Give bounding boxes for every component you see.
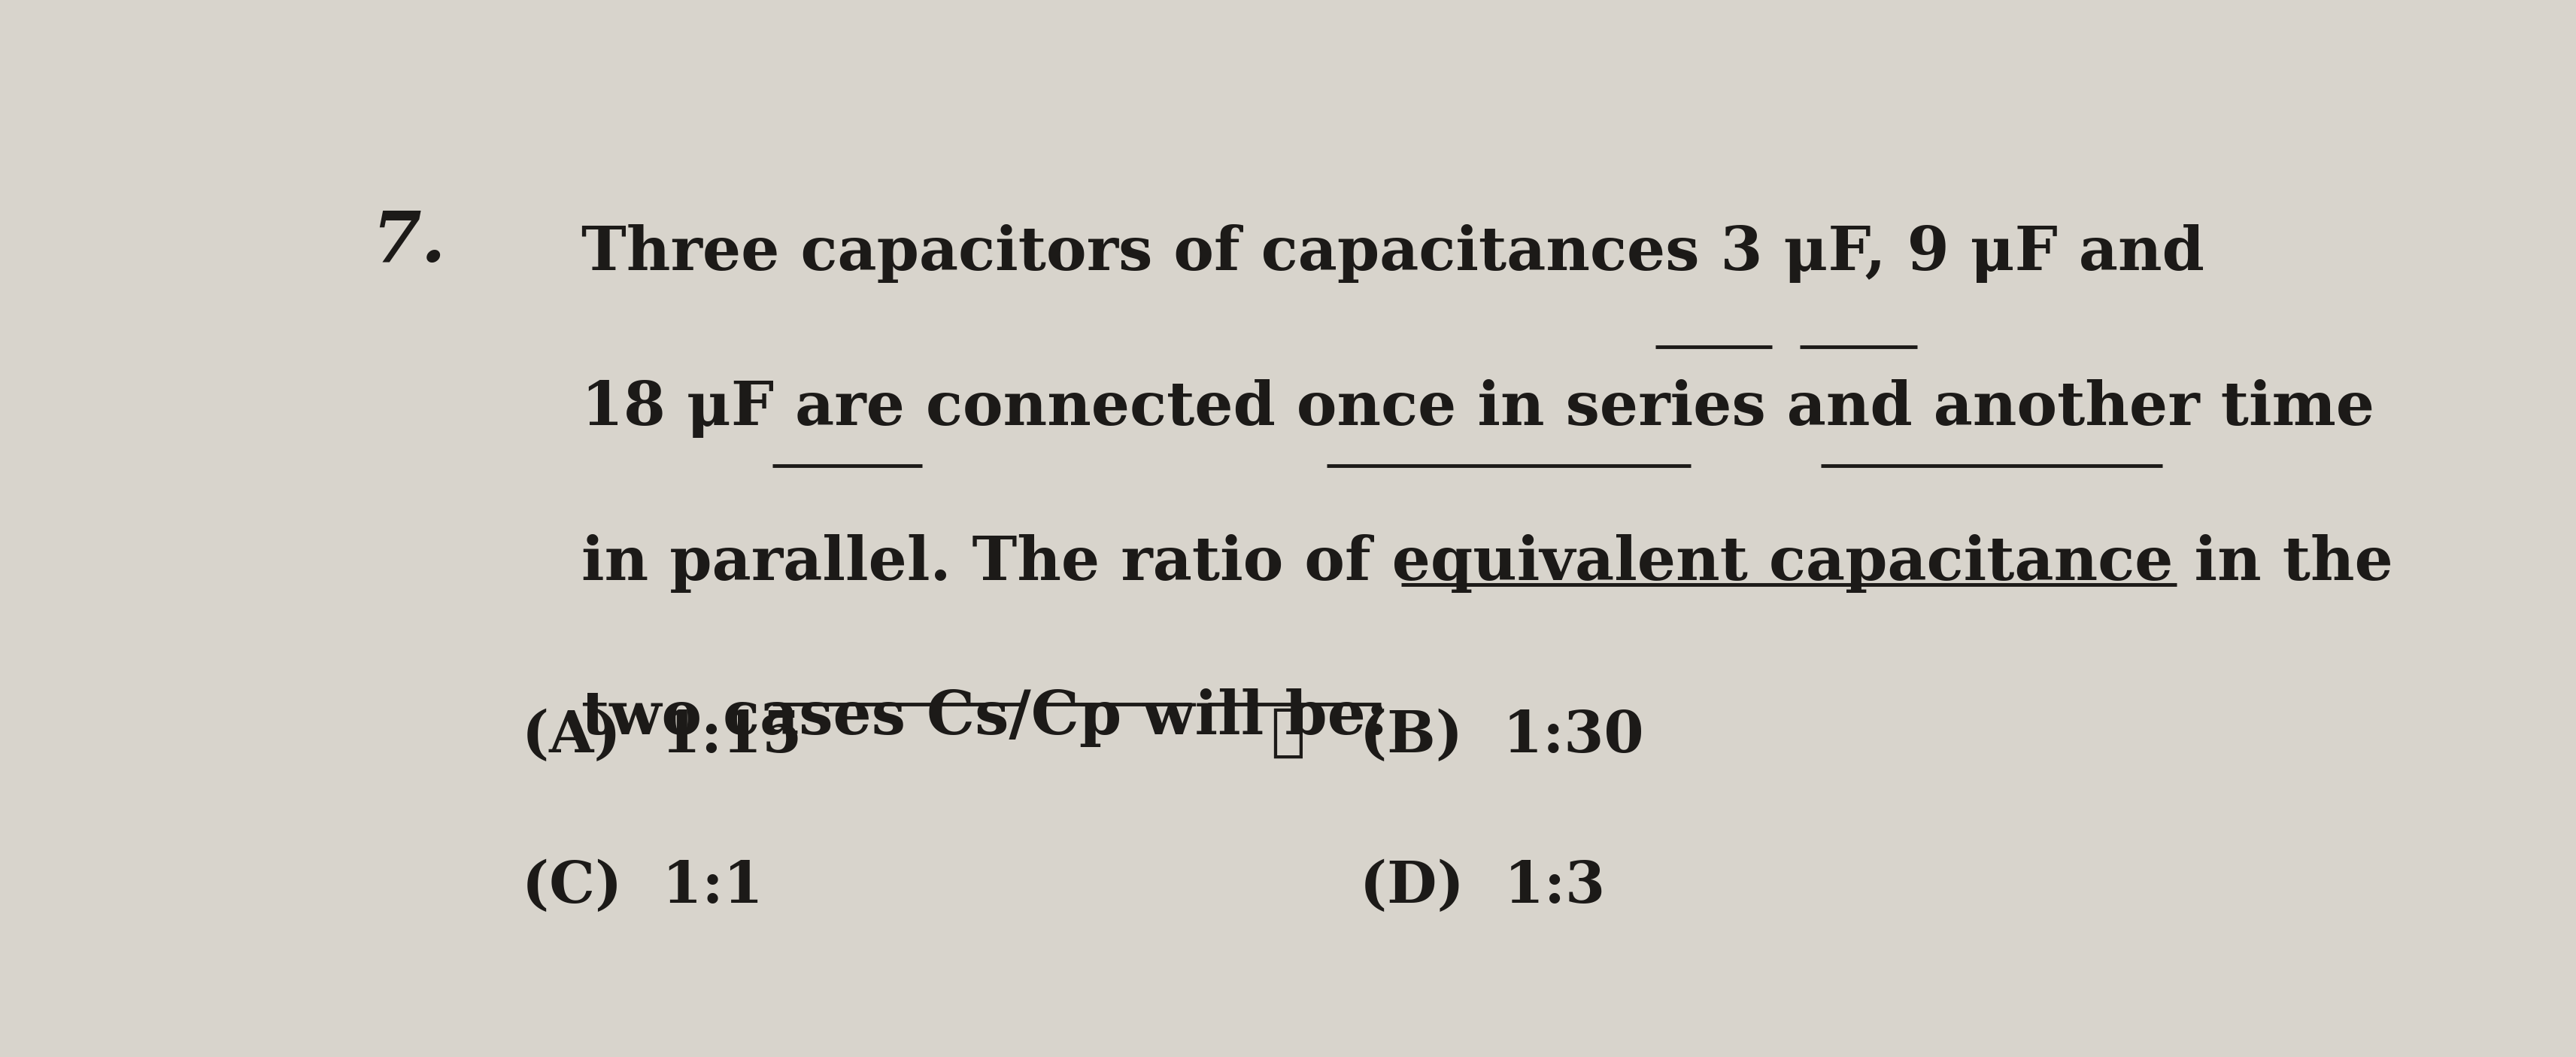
Text: in parallel. The ratio of equivalent capacitance in the: in parallel. The ratio of equivalent cap… — [582, 534, 2393, 593]
Text: two cases Cs/Cp will be:: two cases Cs/Cp will be: — [582, 688, 1388, 747]
Text: ✓: ✓ — [1270, 705, 1306, 760]
Text: 7.: 7. — [371, 208, 446, 276]
Text: (A)  1:15: (A) 1:15 — [520, 709, 801, 764]
Text: (C)  1:1: (C) 1:1 — [520, 859, 762, 915]
Text: (D)  1:3: (D) 1:3 — [1360, 859, 1605, 915]
Text: Three capacitors of capacitances 3 μF, 9 μF and: Three capacitors of capacitances 3 μF, 9… — [582, 224, 2205, 283]
Text: (B)  1:30: (B) 1:30 — [1360, 709, 1643, 764]
Text: 18 μF are connected once in series and another time: 18 μF are connected once in series and a… — [582, 379, 2375, 438]
